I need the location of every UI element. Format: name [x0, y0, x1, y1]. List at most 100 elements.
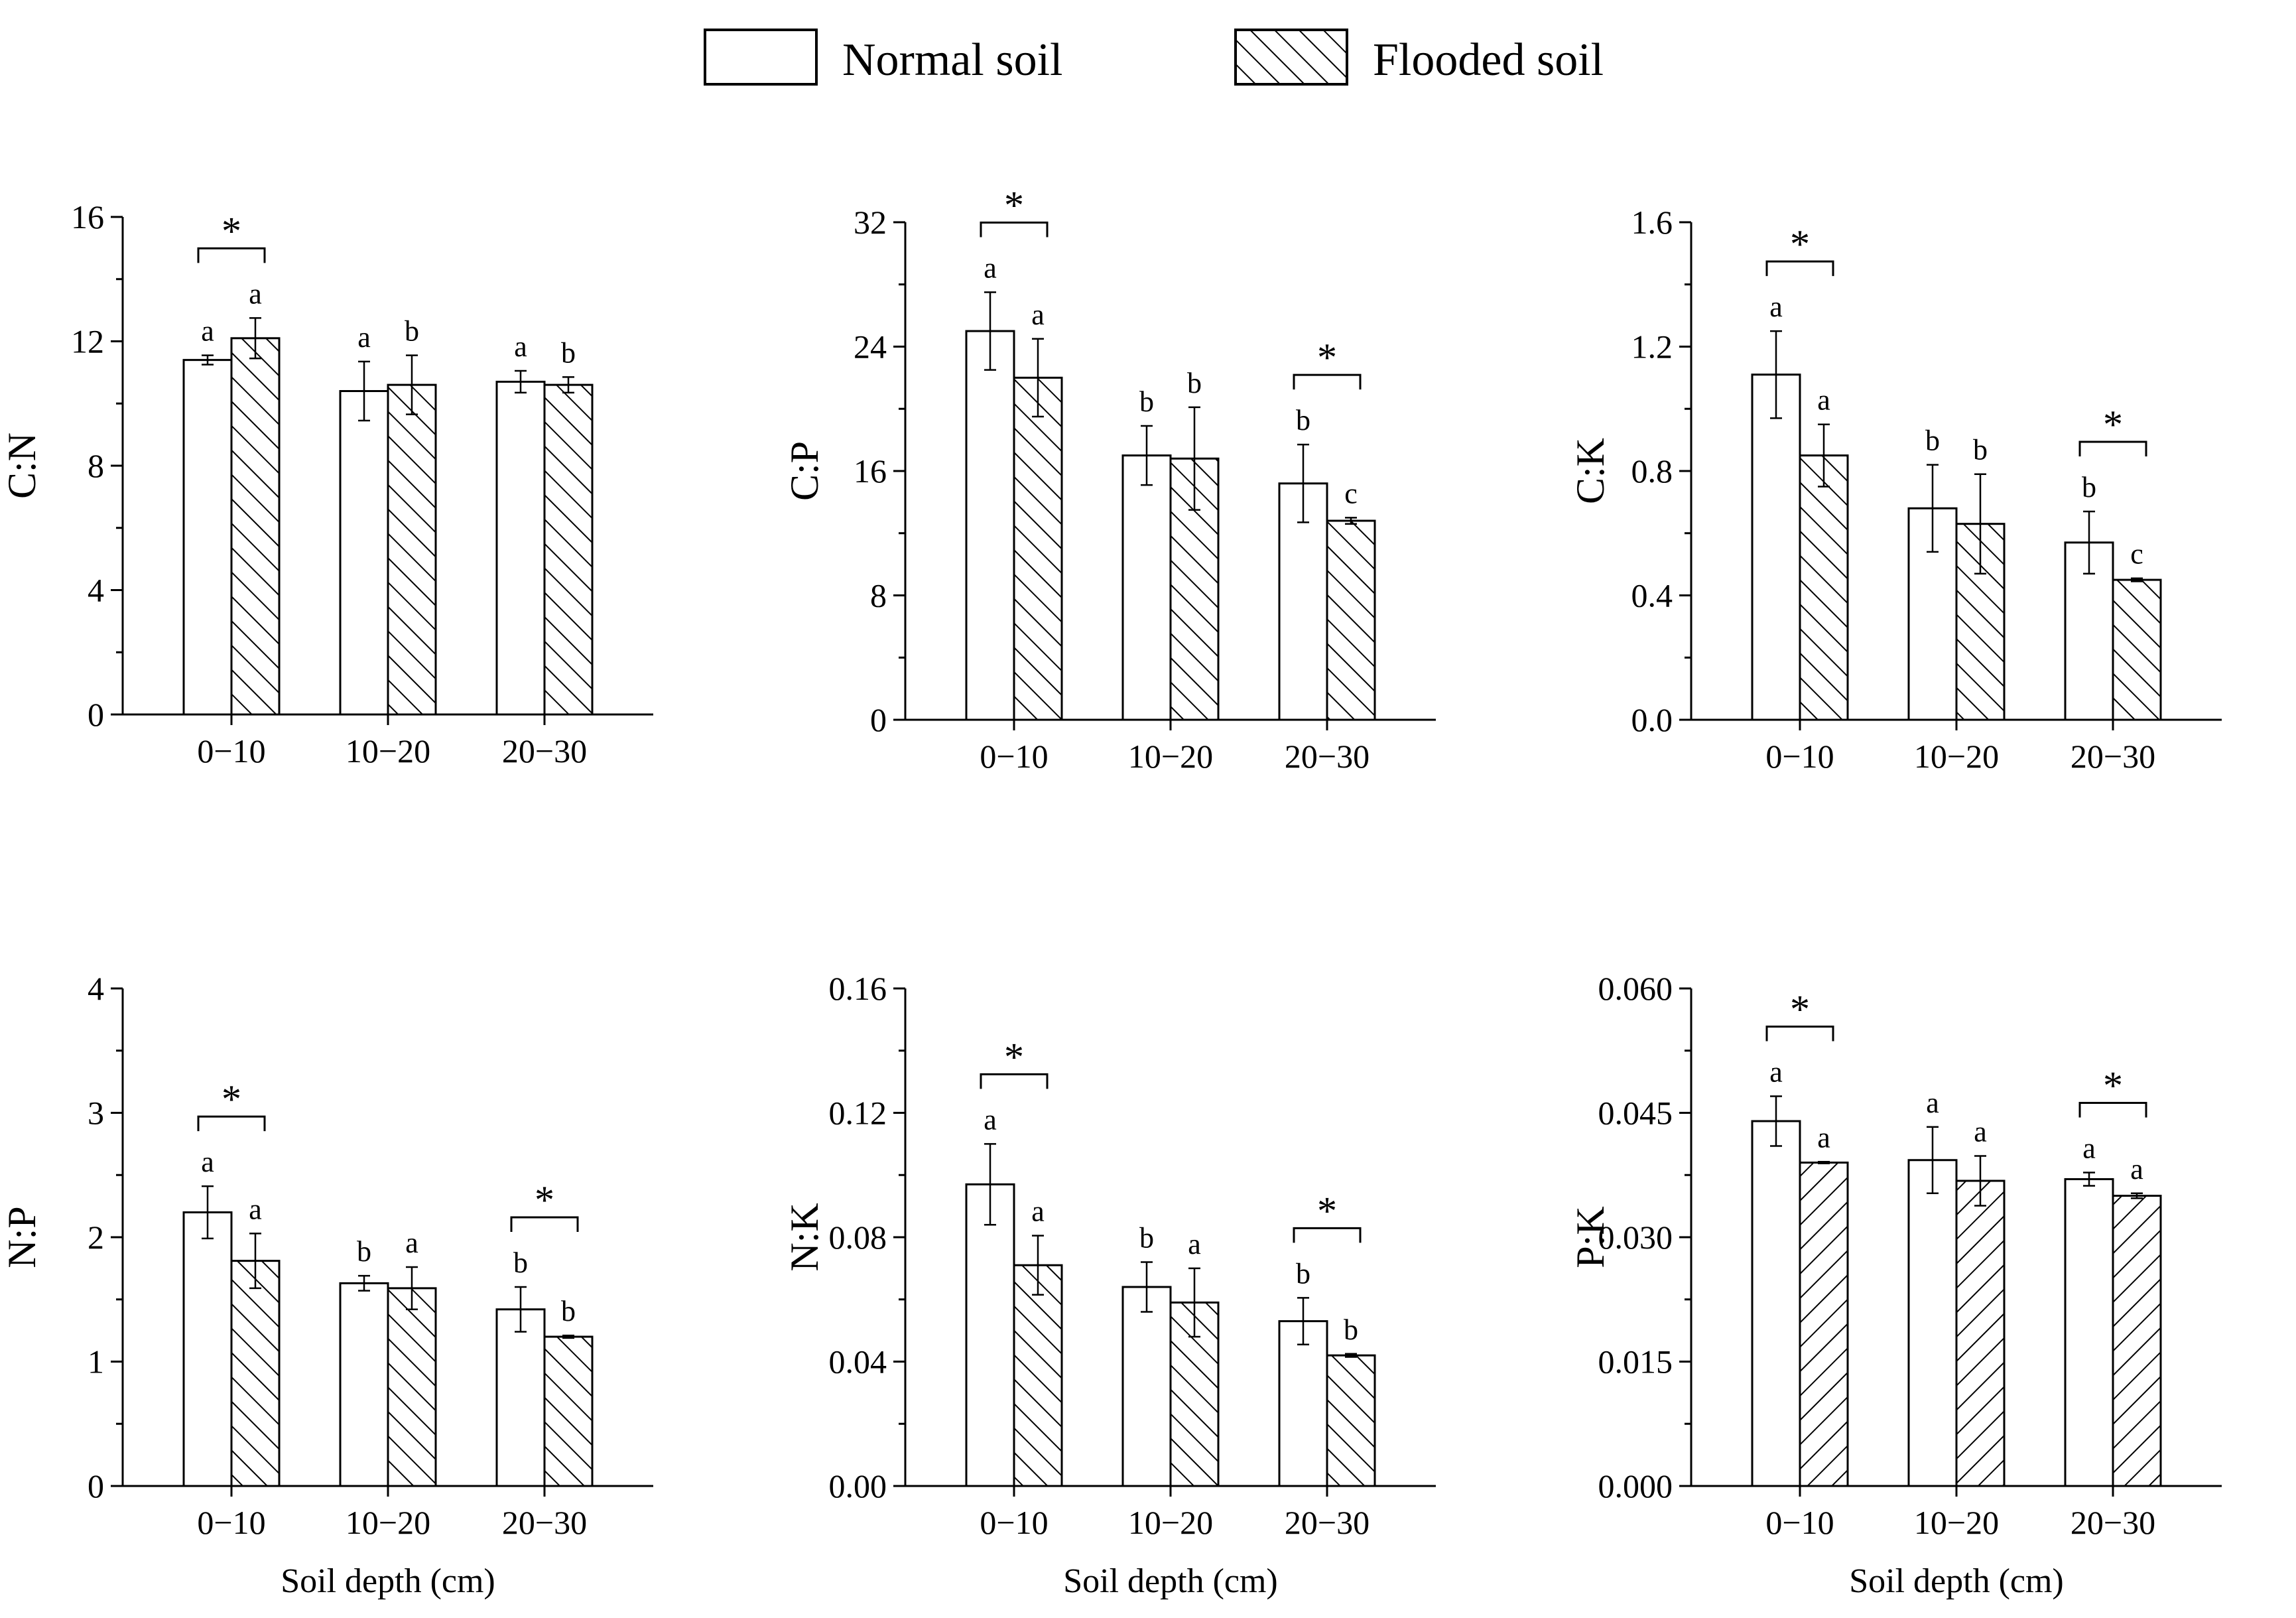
error-bar — [249, 1233, 261, 1290]
significance-letter: a — [1031, 1195, 1045, 1228]
significance-letter: a — [1817, 384, 1830, 417]
bar — [965, 1183, 1015, 1487]
significance-letter: a — [1817, 1121, 1830, 1154]
x-tick-label: 20−30 — [1285, 738, 1370, 775]
error-bar — [1345, 1353, 1357, 1358]
bar — [1121, 454, 1172, 721]
significance-letter: b — [1296, 404, 1310, 437]
bar — [1278, 1320, 1328, 1487]
x-tick-label: 0−10 — [197, 1504, 265, 1541]
y-tick-label: 2 — [88, 1219, 104, 1256]
y-tick-label: 0.12 — [829, 1095, 887, 1132]
error-bar — [406, 354, 418, 415]
significance-star: * — [1004, 1035, 1024, 1079]
panel-c-n: a a a b a b * 0 4 8 12 16 0−10 10−20 20−30 C:N — [0, 198, 653, 770]
bar — [1907, 1159, 1958, 1487]
y-tick-label: 16 — [854, 452, 887, 490]
error-bar — [1297, 1297, 1309, 1345]
y-tick-label: 0 — [870, 701, 887, 738]
significance-bracket: * — [980, 183, 1049, 237]
significance-letter: a — [405, 1227, 418, 1259]
y-tick-label: 0.015 — [1598, 1343, 1673, 1381]
significance-letter: a — [2130, 1153, 2143, 1185]
bar — [965, 330, 1015, 721]
x-tick-label: 0−10 — [980, 1504, 1048, 1541]
x-tick-label: 20−30 — [502, 732, 587, 770]
significance-letter: b — [1925, 425, 1940, 457]
bar — [1013, 376, 1063, 721]
significance-letter: b — [1296, 1257, 1310, 1290]
bar — [2064, 1178, 2114, 1487]
legend-swatch-normal — [704, 29, 818, 86]
significance-letter: a — [249, 1193, 262, 1225]
x-tick-label: 10−20 — [1914, 738, 1999, 775]
bar — [1751, 1120, 1801, 1487]
significance-star: * — [1790, 988, 1810, 1032]
bar — [182, 1211, 233, 1487]
significance-star: * — [1790, 222, 1810, 266]
y-tick-label: 0.045 — [1598, 1095, 1673, 1132]
bar — [1013, 1264, 1063, 1487]
significance-bracket: * — [1765, 222, 1834, 277]
significance-letter: a — [357, 321, 371, 354]
y-tick-label: 0 — [88, 696, 104, 733]
error-bar — [1032, 1235, 1044, 1296]
significance-letter: a — [201, 315, 214, 348]
y-tick-label: 32 — [854, 204, 887, 241]
y-tick-label: 1.6 — [1631, 204, 1673, 241]
x-tick-label: 20−30 — [1285, 1504, 1370, 1541]
y-tick-label: 16 — [71, 198, 104, 236]
error-bar — [1770, 1095, 1782, 1147]
y-tick-label: 0.16 — [829, 970, 887, 1007]
error-bar — [358, 360, 370, 422]
significance-letter: c — [1344, 477, 1358, 509]
significance-letter: b — [1973, 434, 1988, 466]
y-tick-label: 0.4 — [1631, 577, 1673, 614]
significance-bracket: * — [2078, 403, 2147, 456]
bar — [230, 1260, 281, 1487]
error-bar — [562, 1334, 574, 1339]
y-tick-label: 0.060 — [1598, 970, 1673, 1007]
error-bar — [1927, 1126, 1939, 1194]
x-tick-label: 10−20 — [1128, 1504, 1213, 1541]
y-tick-label: 1.2 — [1631, 328, 1673, 366]
error-bar — [515, 1286, 527, 1333]
y-tick-label: 4 — [88, 572, 104, 609]
x-axis-title: Soil depth (cm) — [1849, 1562, 2064, 1600]
bar — [1326, 519, 1376, 721]
significance-letter: c — [2130, 538, 2143, 571]
significance-letter: b — [1344, 1314, 1358, 1346]
y-tick-label: 8 — [88, 447, 104, 484]
error-bar — [1818, 423, 1830, 488]
y-tick-label: 3 — [88, 1095, 104, 1132]
significance-bracket: * — [1765, 988, 1834, 1042]
y-tick-label: 8 — [870, 577, 887, 614]
x-tick-label: 10−20 — [1914, 1504, 1999, 1541]
x-tick-label: 0−10 — [1765, 1504, 1834, 1541]
significance-bracket: * — [2078, 1064, 2147, 1118]
x-tick-label: 20−30 — [502, 1504, 587, 1541]
error-bar — [2083, 1172, 2095, 1187]
panel-c-k: a a b b b c * * 0.0 0.4 0.8 1.2 1.6 0−10 10−20 20−30 C:K — [1568, 204, 2222, 775]
significance-star: * — [1317, 1189, 1337, 1233]
bar — [495, 1308, 546, 1487]
legend: Normal soil Flooded soil — [704, 29, 1604, 86]
error-bar — [358, 1274, 370, 1292]
panel-n-k: aab abb**0.000.040.080.120.160−10 10−20 20−… — [783, 970, 1436, 1600]
bar — [1799, 454, 1849, 721]
significance-letter: a — [1974, 1116, 1987, 1148]
error-bar — [1770, 330, 1782, 419]
significance-letter: a — [514, 330, 527, 363]
y-tick-label: 0.0 — [1631, 701, 1673, 738]
bar — [1955, 1180, 2006, 1487]
significance-letter: b — [1139, 1222, 1154, 1254]
error-bar — [202, 1185, 214, 1240]
x-tick-label: 20−30 — [2071, 1504, 2155, 1541]
significance-star: * — [535, 1178, 554, 1222]
x-tick-label: 10−20 — [346, 1504, 430, 1541]
error-bar — [1141, 1261, 1153, 1313]
x-axis-title: Soil depth (cm) — [281, 1562, 495, 1600]
significance-letter: a — [984, 1103, 997, 1136]
